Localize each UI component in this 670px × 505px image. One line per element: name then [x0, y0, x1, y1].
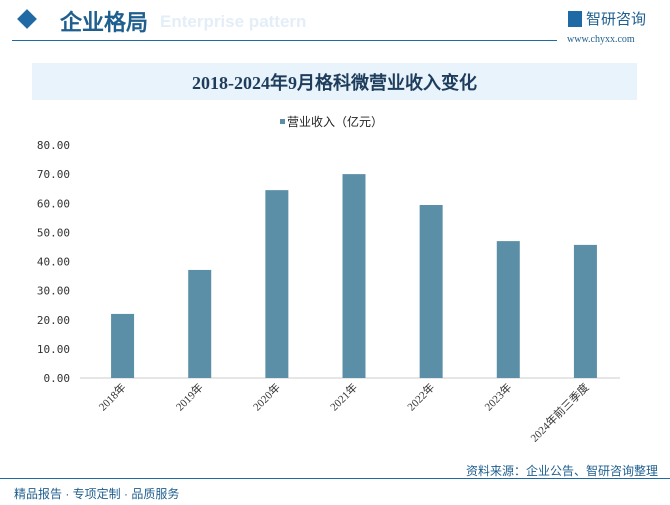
section-subtitle: Enterprise pattern — [160, 12, 307, 31]
section-title: 企业格局 — [60, 10, 149, 35]
x-tick-label: 2020年 — [250, 380, 283, 413]
x-tick-label: 2019年 — [173, 380, 206, 413]
bar — [342, 174, 366, 378]
logo-icon — [568, 10, 582, 27]
chart-title: 2018-2024年9月格科微营业收入变化 — [32, 63, 637, 100]
bar — [496, 241, 520, 378]
chart-legend: 营业收入（亿元） — [280, 113, 383, 130]
y-tick-label: 30.00 — [37, 285, 70, 298]
brand-name: 智研咨询 — [586, 11, 647, 28]
bar — [188, 269, 212, 378]
x-tick-label: 2018年 — [95, 380, 128, 413]
footer-divider — [0, 478, 670, 479]
x-tick-label: 2022年 — [404, 380, 437, 413]
bar — [419, 204, 443, 378]
brand-logo: 智研咨询 — [568, 8, 646, 29]
y-tick-label: 80.00 — [37, 139, 70, 152]
bar — [111, 313, 135, 378]
y-tick-label: 60.00 — [37, 197, 70, 210]
x-tick-label: 2024年前三季度 — [527, 380, 591, 444]
legend-label: 营业收入（亿元） — [287, 115, 384, 129]
y-tick-label: 50.00 — [37, 226, 70, 239]
x-tick-label: 2023年 — [481, 380, 514, 413]
y-tick-label: 10.00 — [37, 343, 70, 356]
brand-url: www.chyxx.com — [567, 34, 635, 45]
y-tick-label: 70.00 — [37, 168, 70, 181]
bar — [573, 244, 597, 378]
data-source: 资料来源：企业公告、智研咨询整理 — [465, 464, 658, 478]
footer-slogan: 精品报告 · 专项定制 · 品质服务 — [14, 487, 180, 501]
bar-chart: 0.00 10.00 20.00 30.00 40.00 50.00 60.00 70.00 8… — [37, 139, 620, 445]
y-tick-label: 40.00 — [37, 256, 70, 269]
legend-swatch — [280, 119, 285, 124]
y-tick-label: 0.00 — [44, 372, 71, 385]
header-divider — [12, 40, 557, 41]
x-tick-label: 2021年 — [327, 380, 360, 413]
y-tick-label: 20.00 — [37, 314, 70, 327]
bar — [265, 190, 289, 378]
